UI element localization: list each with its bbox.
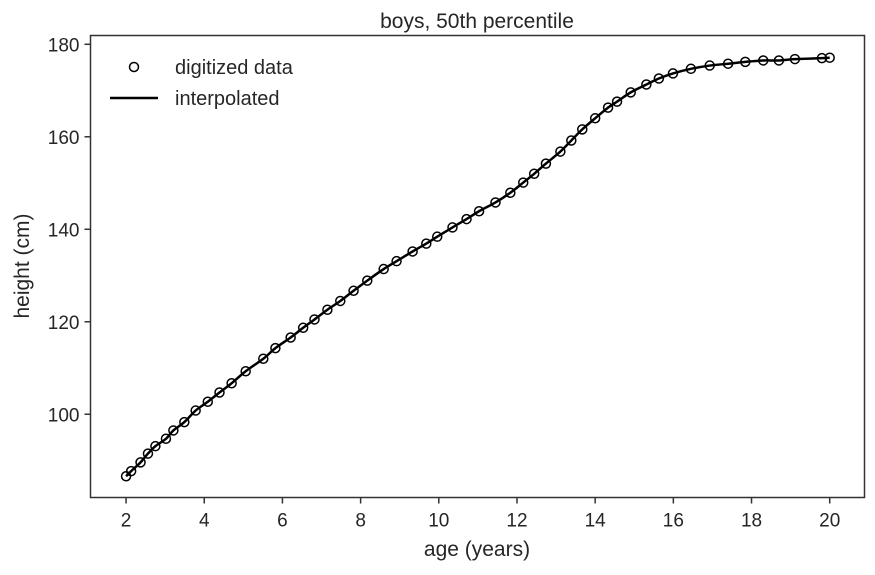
data-point	[135, 457, 146, 468]
y-tick-label: 140	[48, 220, 80, 241]
y-tick-label: 180	[48, 35, 80, 56]
x-axis-label: age (years)	[424, 538, 530, 561]
x-tick-label: 2	[121, 511, 132, 532]
data-point	[505, 187, 516, 198]
data-point	[270, 342, 281, 354]
data-point	[589, 113, 601, 124]
data-point	[473, 205, 485, 217]
data-point	[120, 470, 132, 482]
data-point	[641, 79, 652, 90]
data-point	[160, 433, 172, 445]
interpolated-line	[125, 56, 830, 478]
x-axis-ticks: 2 4 6 8 10 12 14 16 18 20	[121, 497, 840, 532]
legend-label-interpolated: interpolated	[175, 88, 280, 110]
data-point	[611, 96, 623, 107]
data-point	[528, 168, 540, 180]
data-point	[625, 87, 636, 98]
plot-area-frame	[89, 34, 866, 499]
data-point	[602, 102, 614, 113]
data-point	[322, 304, 333, 315]
data-point	[816, 52, 828, 64]
data-point	[378, 263, 389, 275]
data-point	[667, 68, 679, 79]
x-tick-label: 8	[355, 511, 366, 532]
data-point	[168, 425, 179, 436]
data-point	[297, 322, 309, 334]
data-point	[685, 63, 697, 75]
legend-label-digitized: digitized data	[175, 57, 294, 79]
x-tick-label: 14	[585, 511, 607, 532]
y-tick-label: 160	[48, 128, 80, 149]
x-tick-label: 4	[199, 511, 210, 532]
data-point	[150, 440, 161, 452]
y-tick-label: 100	[48, 405, 80, 426]
legend-marker-digitized	[128, 61, 140, 73]
series-layer	[120, 52, 835, 482]
data-point	[773, 55, 785, 66]
data-point	[285, 332, 296, 343]
x-tick-label: 10	[428, 511, 449, 532]
data-point	[490, 197, 501, 208]
data-point	[335, 295, 346, 307]
x-tick-label: 12	[506, 511, 527, 532]
data-point	[214, 387, 225, 398]
data-point	[461, 213, 472, 225]
data-point	[407, 246, 418, 257]
x-tick-label: 20	[819, 511, 840, 532]
data-point	[566, 135, 577, 146]
data-point	[758, 55, 769, 66]
data-point	[125, 465, 137, 477]
x-tick-label: 16	[663, 511, 684, 532]
data-point	[348, 285, 359, 297]
y-tick-label: 120	[48, 313, 80, 334]
legend: digitized data interpolated	[110, 57, 294, 110]
data-point	[517, 177, 529, 188]
data-point	[431, 231, 443, 242]
data-point	[540, 158, 552, 169]
data-point	[740, 56, 751, 68]
data-point	[309, 314, 320, 325]
data-point	[555, 146, 566, 157]
data-point	[142, 448, 154, 459]
data-point	[362, 275, 373, 286]
data-point	[722, 58, 734, 69]
data-point	[789, 53, 801, 65]
data-point	[240, 365, 251, 377]
data-point	[226, 378, 237, 389]
data-point	[179, 416, 190, 428]
data-point	[421, 238, 432, 249]
data-point	[577, 124, 588, 135]
data-point	[704, 60, 715, 71]
data-point	[653, 73, 665, 84]
data-point	[447, 222, 458, 233]
y-axis-ticks: 100 120 140 160 180	[48, 35, 91, 426]
x-tick-label: 18	[741, 511, 762, 532]
data-point	[202, 396, 214, 408]
data-point	[391, 255, 402, 267]
data-point	[258, 353, 269, 365]
data-point	[190, 405, 201, 416]
x-tick-label: 6	[277, 511, 288, 532]
chart-title: boys, 50th percentile	[380, 10, 574, 33]
data-point	[824, 52, 835, 63]
y-axis-label: height (cm)	[11, 213, 34, 318]
